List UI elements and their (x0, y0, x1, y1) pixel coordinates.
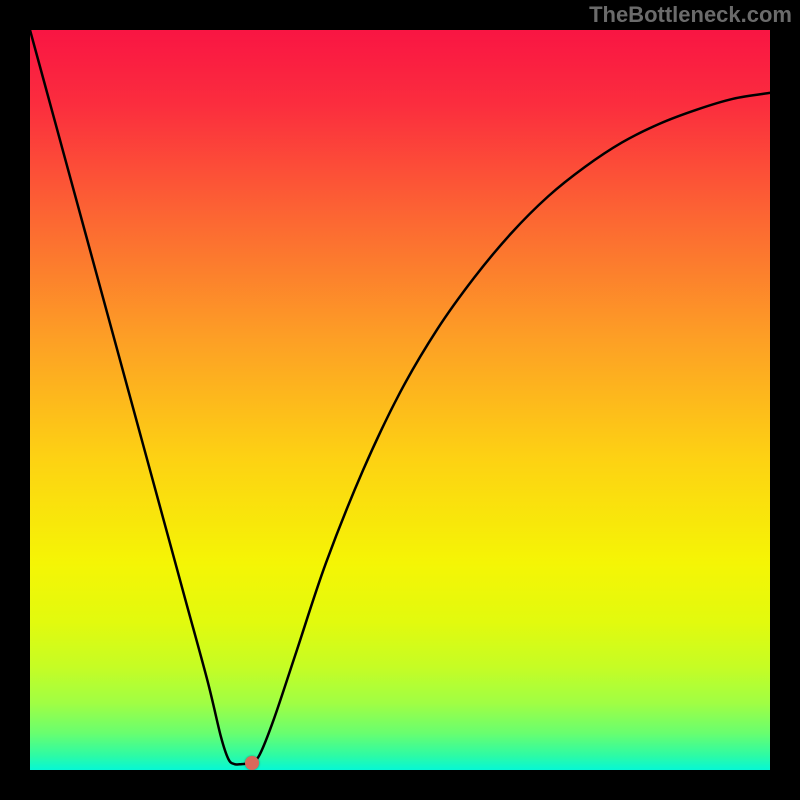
watermark-text: TheBottleneck.com (589, 2, 792, 28)
chart-container: TheBottleneck.com (0, 0, 800, 800)
gradient-background (30, 30, 770, 770)
min-marker (245, 756, 259, 770)
plot-area (30, 30, 770, 770)
